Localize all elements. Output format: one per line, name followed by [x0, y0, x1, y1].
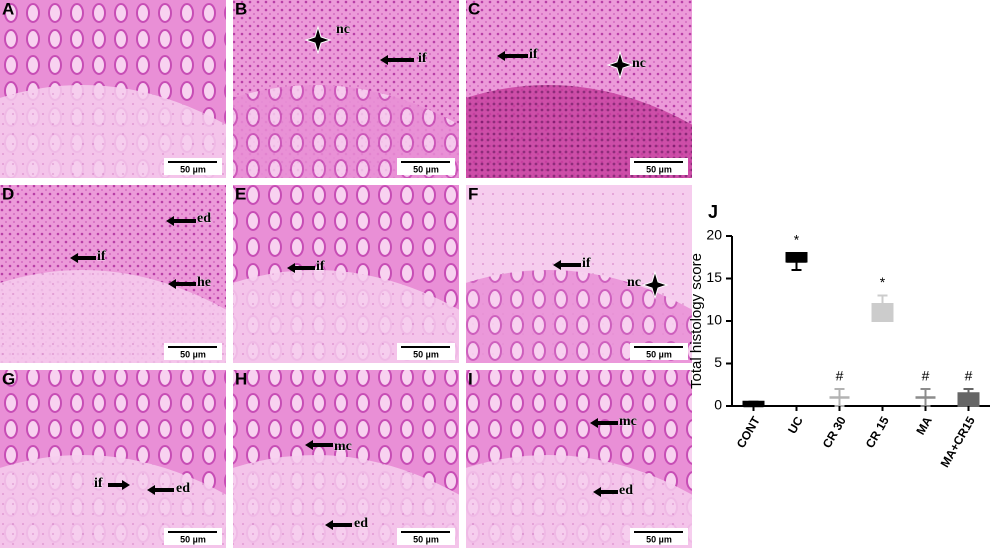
scale-label: 50 µm	[180, 349, 206, 359]
panel-letter: H	[235, 369, 247, 388]
x-tick-label: CR 15	[863, 414, 892, 451]
x-tick-label: CR 30	[820, 414, 849, 451]
panel-letter: D	[2, 184, 14, 203]
panel-letter: E	[235, 184, 246, 203]
annotation-label: ed	[619, 483, 633, 498]
arrow-head	[70, 253, 78, 263]
arrow-head	[590, 418, 598, 428]
tissue-region	[466, 84, 692, 178]
y-tick-label: 0	[714, 397, 722, 413]
significance-marker: *	[794, 232, 800, 248]
annotation-label: if	[94, 476, 103, 491]
box	[785, 252, 808, 263]
scale-label: 50 µm	[413, 349, 439, 359]
x-tick-label: UC	[785, 414, 806, 436]
arrow-head	[147, 485, 155, 495]
annotation-label: ed	[354, 516, 368, 531]
annotation-label: nc	[627, 275, 641, 290]
panel-letter: F	[468, 184, 478, 203]
significance-marker: *	[880, 274, 886, 290]
arrow-head	[287, 263, 295, 273]
panel-letter: I	[468, 369, 473, 388]
tissue-region	[233, 84, 459, 178]
chart-title: J	[708, 202, 718, 222]
annotation-label: ed	[197, 211, 211, 226]
arrow-head	[497, 51, 505, 61]
x-tick-label: MA	[913, 414, 935, 437]
arrow-head	[380, 55, 388, 65]
arrow-head	[305, 440, 313, 450]
panel-letter: G	[2, 369, 15, 388]
y-tick-label: 5	[714, 354, 722, 370]
scale-label: 50 µm	[180, 164, 206, 174]
significance-marker: #	[836, 368, 844, 384]
significance-marker: #	[922, 368, 930, 384]
scale-label: 50 µm	[180, 534, 206, 544]
arrow-head	[553, 260, 561, 270]
tissue-region	[0, 269, 226, 363]
box	[957, 392, 980, 407]
scale-label: 50 µm	[646, 349, 672, 359]
annotation-label: ed	[176, 481, 190, 496]
arrow-head	[325, 520, 333, 530]
scale-label: 50 µm	[646, 534, 672, 544]
panel-letter: A	[2, 0, 14, 18]
arrow-head	[122, 480, 130, 490]
scale-label: 50 µm	[413, 534, 439, 544]
x-tick-label: MA+CR15	[938, 414, 978, 470]
significance-marker: #	[965, 368, 973, 384]
annotation-label: if	[582, 256, 591, 271]
arrow-head	[593, 487, 601, 497]
x-tick-label: CONT	[734, 414, 763, 451]
annotation-label: if	[529, 47, 538, 62]
annotation-label: mc	[619, 414, 637, 429]
scale-label: 50 µm	[413, 164, 439, 174]
y-tick-label: 10	[706, 312, 722, 328]
tissue-region	[233, 454, 459, 548]
y-axis-label: Total histology score	[688, 253, 705, 389]
panel-letter: C	[468, 0, 480, 18]
arrow-head	[168, 279, 176, 289]
tissue-region	[0, 454, 226, 548]
tissue-region	[233, 269, 459, 363]
tissue-region	[466, 269, 692, 363]
annotation-label: nc	[336, 22, 350, 37]
tissue-region	[0, 84, 226, 178]
star-marker	[606, 50, 634, 80]
scale-label: 50 µm	[646, 164, 672, 174]
tissue-region	[466, 454, 692, 548]
y-tick-label: 15	[706, 269, 722, 285]
annotation-label: if	[97, 249, 106, 264]
annotation-label: mc	[334, 439, 352, 454]
y-tick-label: 20	[706, 227, 722, 243]
panel-letter: B	[235, 0, 247, 18]
annotation-label: if	[316, 259, 325, 274]
annotation-label: he	[197, 275, 211, 290]
star-marker	[304, 25, 332, 55]
annotation-label: if	[418, 51, 427, 66]
arrow-head	[166, 216, 174, 226]
annotation-label: nc	[632, 56, 646, 71]
star-marker	[641, 270, 669, 300]
